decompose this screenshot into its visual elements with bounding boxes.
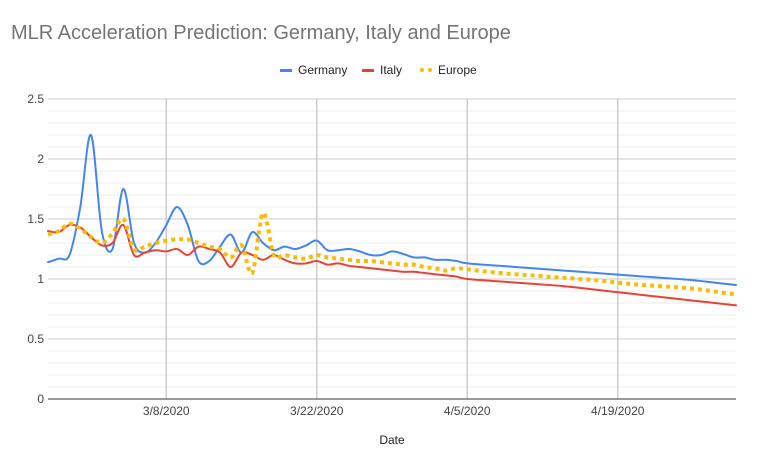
y-tick-label: 1 — [37, 272, 44, 286]
series-lines — [47, 133, 737, 307]
chart-title: MLR Acceleration Prediction: Germany, It… — [11, 22, 511, 44]
x-tick-label: 4/19/2020 — [591, 404, 645, 418]
legend-label-italy: Italy — [380, 63, 403, 77]
x-tick-label: 3/22/2020 — [290, 404, 344, 418]
legend-item-europe[interactable]: Europe — [420, 62, 477, 78]
legend-label-europe: Europe — [438, 63, 477, 77]
legend-item-germany[interactable]: Germany — [280, 62, 347, 78]
y-tick-label: 2 — [37, 152, 44, 166]
legend-item-italy[interactable]: Italy — [362, 62, 402, 78]
major-gridlines — [48, 98, 736, 340]
y-tick-label: 0.5 — [27, 332, 44, 346]
y-tick-label: 2.5 — [27, 92, 44, 106]
y-tick-label: 1.5 — [27, 212, 44, 226]
y-tick-label: 0 — [37, 392, 44, 406]
vertical-gridlines — [165, 99, 619, 399]
legend-swatch-europe — [420, 68, 432, 72]
chart-legend: Germany Italy Europe — [0, 62, 760, 78]
y-axis-ticks: 0 0.5 1 1.5 2 2.5 — [27, 92, 44, 406]
series-line-europe[interactable] — [47, 210, 737, 297]
x-tick-label: 4/5/2020 — [444, 404, 491, 418]
x-tick-label: 3/8/2020 — [143, 404, 190, 418]
x-axis-title: Date — [379, 433, 405, 447]
series-line-germany[interactable] — [47, 133, 737, 286]
legend-swatch-germany — [280, 68, 292, 72]
minor-gridlines — [48, 110, 736, 388]
series-line-italy[interactable] — [47, 223, 737, 307]
x-axis-ticks: 3/8/2020 3/22/2020 4/5/2020 4/19/2020 — [143, 404, 645, 418]
legend-swatch-italy — [362, 68, 374, 72]
legend-label-germany: Germany — [298, 63, 348, 77]
